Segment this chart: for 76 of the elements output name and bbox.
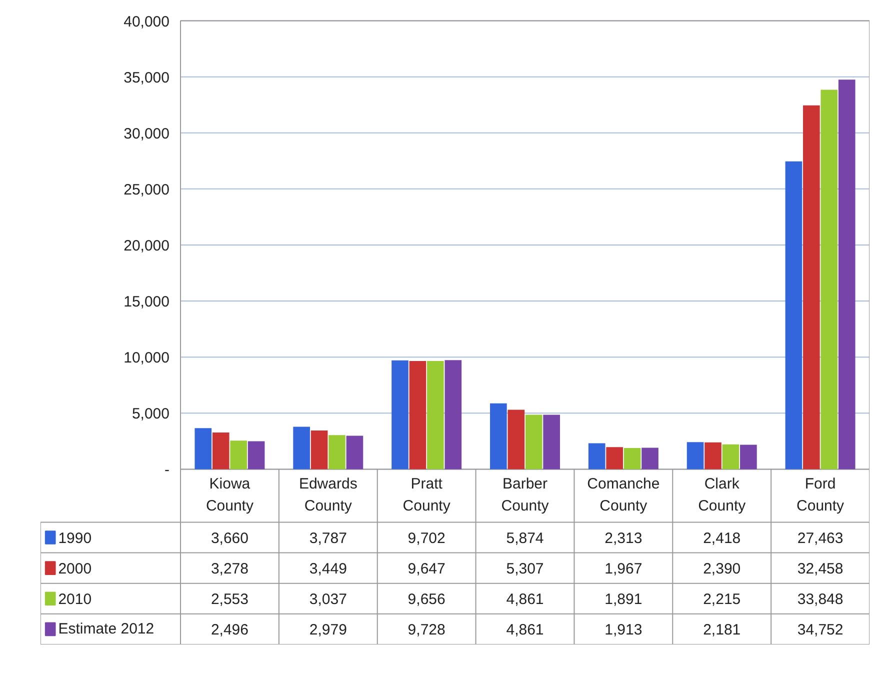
bar [686,442,704,470]
y-tick-label: 5,000 [132,406,170,423]
data-label: 2,313 [604,530,642,547]
bar [722,444,740,470]
data-label: 2,496 [210,622,248,639]
bar [194,428,212,470]
data-label: 2,418 [703,530,741,547]
y-tick-label: 15,000 [124,294,170,311]
x-tick-label: Ford County [796,475,845,514]
x-tick-label: Pratt County [402,475,451,514]
bar [310,430,328,470]
data-label: 33,848 [797,591,844,608]
data-label: 2,979 [309,622,347,639]
y-tick-label: 25,000 [124,181,170,198]
data-label: 3,449 [309,560,347,578]
x-tick-label: Comanche County [587,475,660,514]
x-tick-label: Edwards County [298,475,358,514]
data-label: 2,215 [703,591,741,608]
data-label: 3,278 [210,560,248,578]
data-label: 27,463 [797,530,844,547]
bar [392,360,408,470]
data-label: 1,891 [604,591,642,608]
legend-label: 1990 [58,530,92,547]
data-label: 32,458 [797,560,844,578]
y-tick-label: 20,000 [124,237,170,254]
data-label: 34,752 [797,622,844,639]
x-tick-label: Barber County [501,475,550,514]
data-label: 3,660 [210,530,248,547]
bar [803,105,820,470]
bar [444,360,462,470]
data-label: 1,913 [604,622,642,639]
data-label: 5,307 [506,560,544,578]
legend-label: Estimate 2012 [58,620,154,638]
y-tick-label: - [164,462,170,479]
bar [785,161,802,470]
bar [838,80,856,470]
bar [409,361,426,470]
bar [820,90,838,470]
y-tick-label: 35,000 [124,69,170,86]
bar [740,444,757,470]
x-tick-label: Kiowa County [206,475,254,514]
data-label: 3,787 [309,530,347,547]
data-label: 9,702 [408,530,446,547]
x-tick-label: Clark County [698,475,746,514]
bar [328,435,346,470]
legend-label: 2010 [58,591,92,608]
legend-label: 2000 [58,560,92,578]
bar [230,440,247,470]
bar [642,448,658,470]
y-tick-label: 40,000 [124,13,170,30]
y-tick-label: 10,000 [124,350,170,367]
bar [508,410,525,470]
y-tick-label: 30,000 [124,125,170,142]
bar [606,447,623,470]
bar [624,448,641,470]
data-label: 9,647 [408,560,446,578]
data-label: 4,861 [506,622,544,639]
bar [588,443,606,470]
data-label: 4,861 [506,591,544,608]
data-label: 5,874 [506,530,544,547]
bar [490,403,507,470]
data-label: 2,553 [210,591,248,608]
bar [525,414,542,470]
data-label: 2,390 [703,560,741,578]
bar [346,436,364,470]
bar [212,432,230,470]
bar [543,414,560,470]
data-label: 9,728 [408,622,446,639]
data-label: 9,656 [408,591,446,608]
bar [293,426,310,470]
data-label: 3,037 [309,591,347,608]
bar [704,442,722,470]
data-label: 2,181 [703,622,741,639]
bar [248,441,265,470]
bar [427,360,444,470]
data-label: 1,967 [604,560,642,578]
